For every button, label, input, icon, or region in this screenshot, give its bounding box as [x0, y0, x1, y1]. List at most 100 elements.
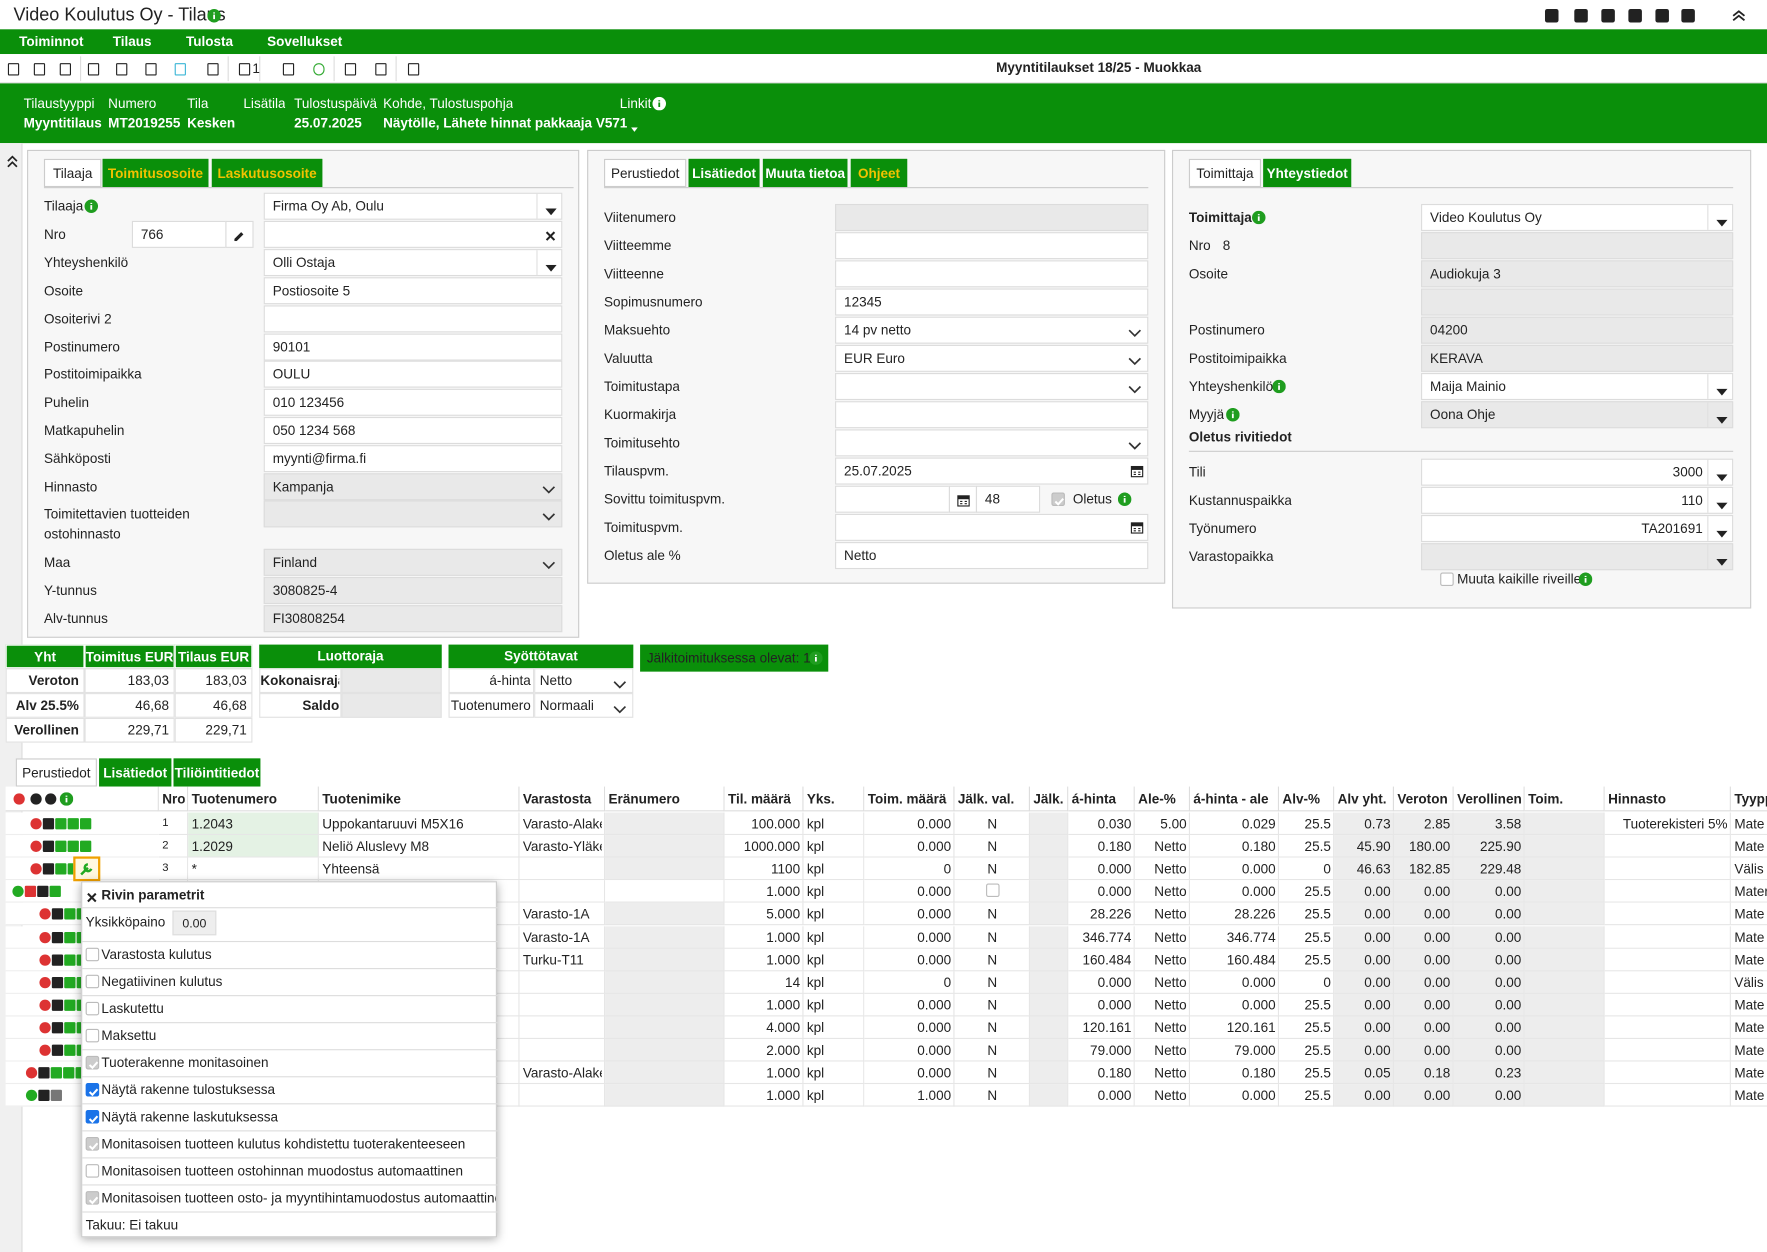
input-field[interactable]: FI30808254 — [263, 605, 563, 633]
column-header[interactable]: Tuotenimike — [318, 786, 520, 812]
row-action[interactable] — [50, 1067, 62, 1079]
row-action[interactable] — [12, 886, 24, 898]
input-field[interactable]: Finland — [263, 548, 563, 576]
input-field[interactable]: 110 — [1421, 486, 1734, 514]
header-icon[interactable] — [1574, 9, 1588, 23]
input-field[interactable]: Oona Ohje — [1421, 401, 1734, 429]
toolbar-button[interactable] — [7, 63, 20, 76]
input-field[interactable]: 050 1234 568 — [263, 416, 563, 445]
column-header[interactable]: Tyypp — [1730, 786, 1767, 812]
toolbar-button[interactable] — [407, 63, 420, 76]
row-action[interactable] — [63, 1067, 75, 1079]
header-icon[interactable] — [1628, 9, 1642, 23]
column-header[interactable]: Til. määrä — [724, 786, 804, 812]
toolbar-button[interactable] — [33, 63, 46, 76]
header-icon[interactable] — [1681, 9, 1695, 23]
row-action[interactable] — [55, 840, 67, 853]
checkbox[interactable] — [85, 1028, 100, 1043]
tab[interactable]: Lisätiedot — [688, 158, 760, 188]
row-action[interactable] — [51, 931, 64, 943]
input-field[interactable] — [263, 305, 563, 333]
row-action[interactable] — [51, 908, 64, 920]
row-action[interactable] — [39, 954, 51, 966]
row-action[interactable] — [30, 863, 42, 875]
close-icon[interactable] — [87, 890, 97, 903]
header-icon[interactable] — [1544, 9, 1559, 23]
input-field[interactable]: Maija Mainio — [1421, 373, 1734, 401]
row-action[interactable] — [42, 863, 55, 875]
input-field[interactable]: 14 pv netto — [835, 316, 1149, 344]
toolbar-button[interactable] — [313, 63, 325, 76]
menu-item[interactable]: Tulosta — [185, 33, 234, 50]
input-field[interactable] — [263, 500, 563, 528]
input-field[interactable]: TA201691 — [1421, 514, 1734, 543]
select-field[interactable]: Netto — [534, 668, 634, 694]
input-field[interactable]: KERAVA — [1421, 344, 1734, 372]
input-field[interactable]: Netto — [835, 542, 1149, 570]
backorder-badge[interactable]: Jälkitoimituksessa olevat: 1 — [640, 644, 829, 672]
input-field[interactable] — [835, 260, 1149, 288]
input-field[interactable] — [341, 668, 442, 694]
column-header[interactable]: Yks. — [803, 786, 865, 812]
input-field[interactable] — [835, 203, 1149, 232]
row-action[interactable] — [25, 1089, 38, 1102]
header-icon[interactable] — [45, 793, 57, 805]
menu-item[interactable]: Toiminnot — [19, 33, 84, 50]
column-header[interactable]: Ale-% — [1134, 786, 1191, 812]
row-action[interactable] — [39, 976, 51, 988]
checkbox[interactable] — [986, 883, 1000, 898]
header-icon[interactable] — [30, 793, 42, 805]
input-field[interactable]: 12345 — [835, 288, 1149, 316]
column-header[interactable]: Alv-% — [1279, 786, 1335, 812]
input-field[interactable] — [341, 693, 442, 718]
row-action[interactable] — [39, 931, 51, 943]
column-header[interactable]: Alv yht. — [1334, 786, 1394, 812]
column-header[interactable]: á-hinta — [1068, 786, 1135, 812]
header-icon[interactable] — [13, 793, 25, 805]
input-field[interactable]: 3080825-4 — [263, 576, 563, 605]
column-header[interactable]: Jälk. val. — [954, 786, 1030, 812]
row-action[interactable] — [64, 1021, 76, 1034]
column-header[interactable]: Eränumero — [605, 786, 725, 812]
toolbar-button[interactable] — [238, 63, 251, 76]
checkbox[interactable] — [85, 974, 100, 989]
row-action[interactable] — [39, 1021, 51, 1034]
row-action[interactable] — [38, 1089, 50, 1102]
input-field[interactable]: EUR Euro — [835, 344, 1149, 372]
row-action[interactable] — [80, 840, 92, 853]
row-action[interactable] — [49, 886, 61, 898]
row-action[interactable] — [80, 818, 92, 830]
tab[interactable]: Perustiedot — [15, 758, 97, 787]
row-action[interactable] — [30, 840, 42, 853]
tab[interactable]: Laskutusosoite — [211, 158, 323, 188]
column-header[interactable]: Nro — [158, 786, 189, 812]
input-field[interactable] — [1421, 288, 1734, 316]
row-action[interactable] — [39, 1044, 51, 1056]
input-field[interactable]: Kampanja — [263, 473, 563, 501]
input-field[interactable]: 3000 — [1421, 458, 1734, 486]
row-action[interactable] — [55, 863, 67, 875]
row-action[interactable] — [42, 840, 55, 853]
menu-item[interactable]: Sovellukset — [267, 33, 343, 50]
toolbar-button[interactable] — [344, 63, 357, 76]
row-action[interactable] — [64, 954, 76, 966]
input-field[interactable] — [263, 220, 563, 248]
tab[interactable]: Lisätiedot — [99, 758, 172, 787]
toolbar-button[interactable] — [282, 63, 295, 76]
checkbox[interactable] — [85, 1082, 100, 1097]
row-action[interactable] — [67, 840, 79, 853]
row-action[interactable] — [39, 999, 51, 1011]
tab[interactable]: Muuta tietoa — [762, 158, 848, 188]
row-action[interactable] — [51, 1021, 64, 1034]
checkbox[interactable] — [85, 947, 100, 962]
row-action[interactable] — [24, 886, 37, 898]
row-action[interactable] — [64, 999, 76, 1011]
column-header[interactable]: Hinnasto — [1604, 786, 1731, 812]
column-header[interactable]: Jälk. — [1029, 786, 1069, 812]
row-action[interactable] — [51, 1044, 64, 1056]
checkbox[interactable] — [85, 1001, 100, 1016]
input-field[interactable]: Postiosoite 5 — [263, 277, 563, 305]
checkbox[interactable] — [85, 1110, 100, 1124]
row-action[interactable] — [64, 1044, 76, 1056]
row-action[interactable] — [42, 818, 55, 830]
